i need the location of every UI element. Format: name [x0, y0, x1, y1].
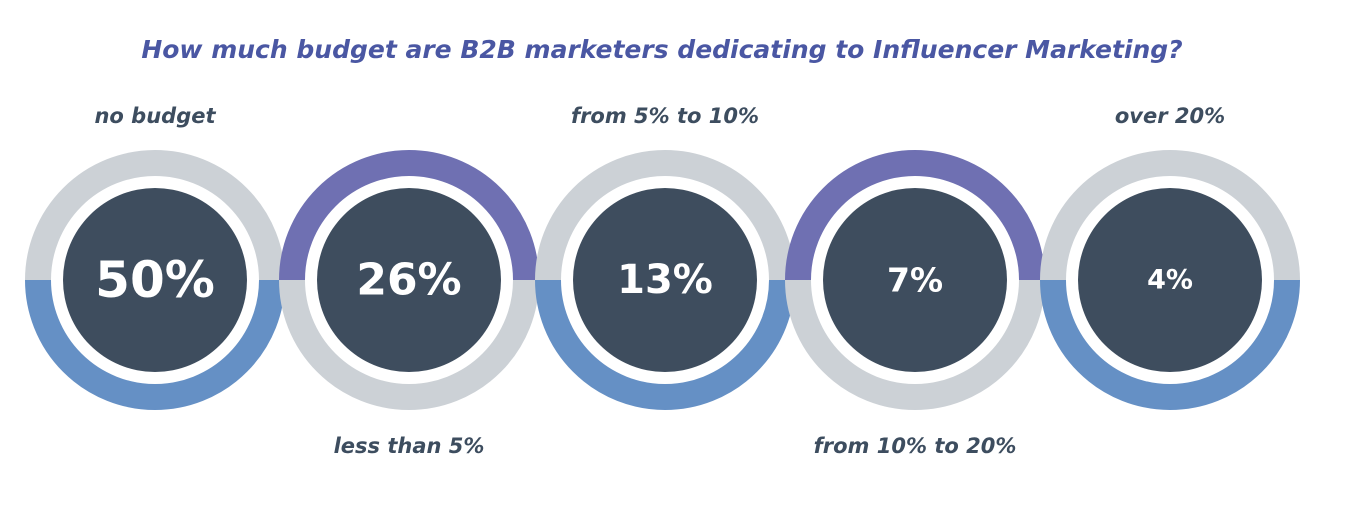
labels-group: no budget less than 5% from 5% to 10% from … — [94, 104, 1225, 458]
ring-upper-arc — [1040, 150, 1300, 281]
category-label-less-than-5pct: less than 5% — [334, 434, 485, 458]
ring-upper-arc — [785, 150, 1045, 281]
center-disc — [317, 188, 501, 372]
ring-upper-arc — [279, 150, 539, 281]
value-label: 7% — [887, 261, 943, 300]
category-label-from-5pct-to-10pct: from 5% to 10% — [571, 104, 759, 128]
category-label-over-20pct: over 20% — [1115, 104, 1225, 128]
center-disc — [63, 188, 247, 372]
ring-lower-arc — [279, 279, 539, 410]
value-label: 50% — [95, 251, 215, 309]
category-label-no-budget: no budget — [94, 104, 216, 128]
ring-upper-arc — [25, 150, 285, 281]
ring-lower-arc — [1040, 279, 1300, 410]
value-label: 13% — [617, 257, 713, 303]
ring-no-budget: 50% — [25, 150, 285, 410]
category-label-from-10pct-to-20pct: from 10% to 20% — [814, 434, 1017, 458]
center-disc — [573, 188, 757, 372]
value-label: 26% — [356, 255, 461, 306]
ring-lower-arc — [785, 279, 1045, 410]
rings-group: 50% 26% 13% 7% 4% — [25, 150, 1300, 410]
ring-from-5pct-to-10pct: 13% — [535, 150, 795, 410]
ring-upper-arc — [535, 150, 795, 281]
ring-less-than-5pct: 26% — [279, 150, 539, 410]
ring-lower-arc — [25, 279, 285, 410]
chart-title: How much budget are B2B marketers dedica… — [141, 35, 1182, 64]
ring-from-10pct-to-20pct: 7% — [785, 150, 1045, 410]
value-label: 4% — [1147, 265, 1193, 296]
ring-over-20pct: 4% — [1040, 150, 1300, 410]
ring-lower-arc — [535, 279, 795, 410]
center-disc — [1078, 188, 1262, 372]
center-disc — [823, 188, 1007, 372]
